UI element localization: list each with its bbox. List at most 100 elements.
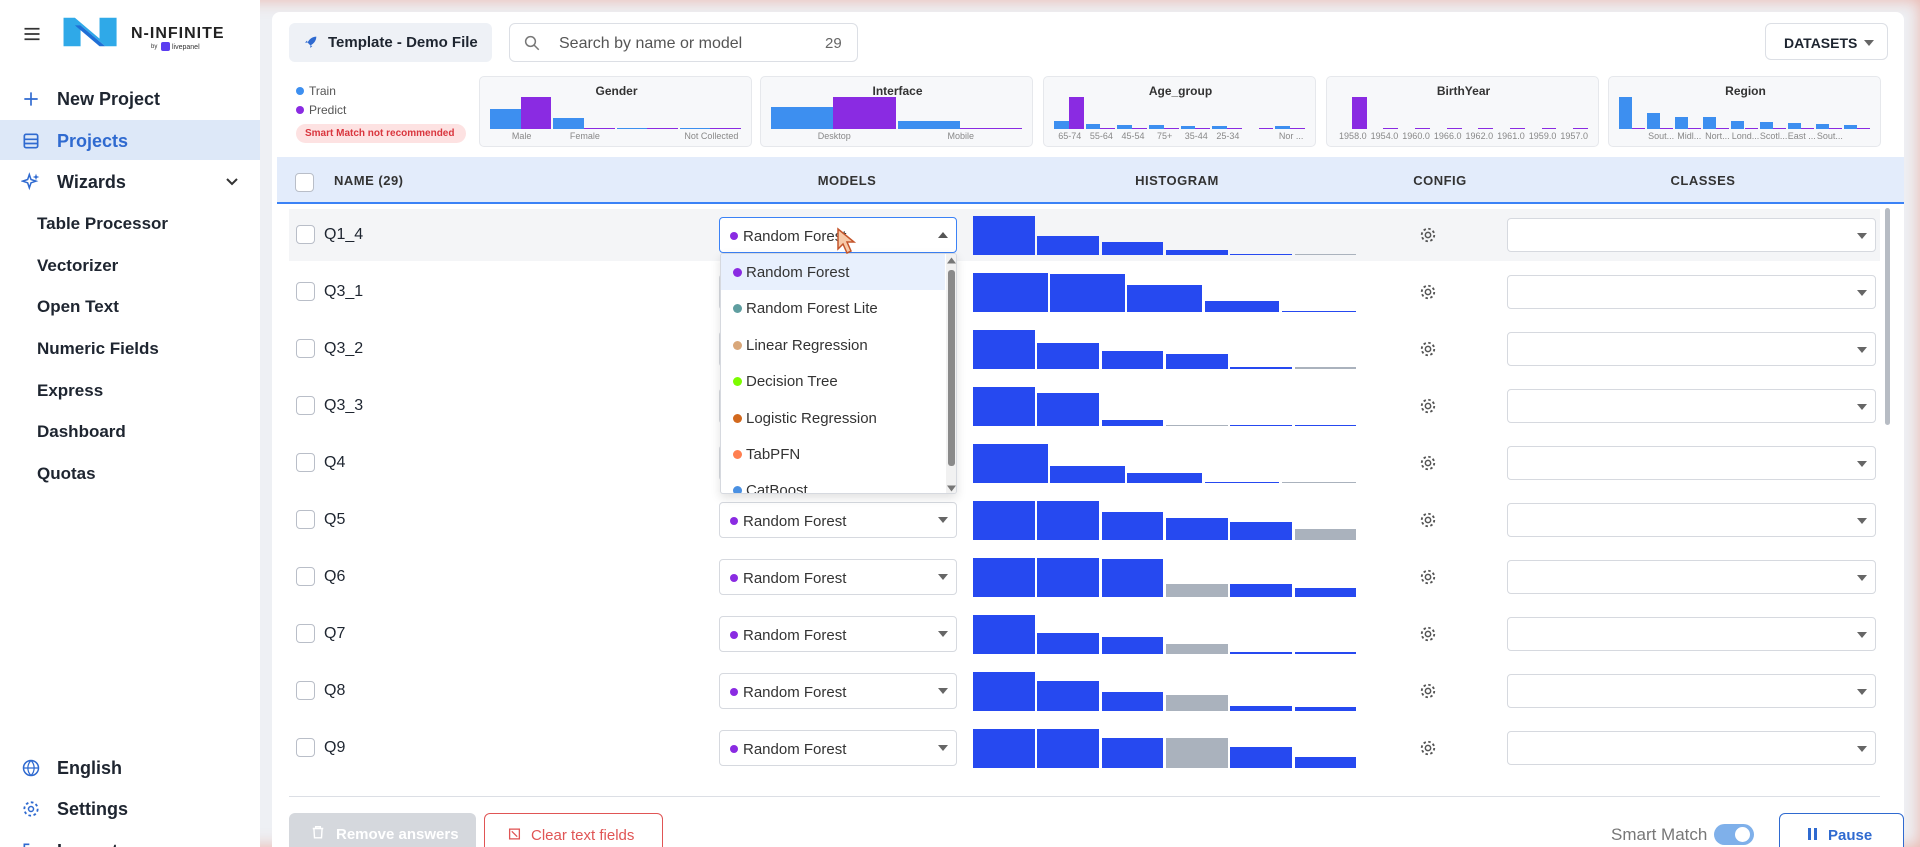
template-label: Template - Demo File bbox=[328, 34, 478, 51]
legend-label: Train bbox=[309, 84, 336, 98]
smart-match-toggle[interactable] bbox=[1714, 824, 1754, 845]
clear-button[interactable]: Clear text fields bbox=[484, 813, 663, 847]
nav-item[interactable]: New Project bbox=[57, 89, 161, 109]
caret bbox=[1864, 40, 1874, 46]
nav-item[interactable]: Settings bbox=[57, 799, 129, 819]
histogram-bar bbox=[1230, 253, 1293, 255]
nav-item[interactable]: Quotas bbox=[37, 464, 96, 483]
nav-item[interactable]: Projects bbox=[57, 131, 129, 151]
option-label: Random Forest Lite bbox=[746, 300, 878, 318]
config-icon bbox=[1420, 341, 1436, 357]
summary-title: BirthYear bbox=[1436, 84, 1491, 98]
nav-item[interactable]: Express bbox=[37, 381, 104, 400]
option-dot bbox=[733, 450, 742, 459]
histogram-bar bbox=[1101, 737, 1164, 768]
histogram-bar bbox=[1050, 274, 1125, 312]
model-select[interactable]: Random Forest bbox=[719, 673, 957, 709]
nav-icon bbox=[22, 759, 40, 777]
summary-bar bbox=[1619, 97, 1633, 129]
remove-button[interactable]: Remove answers bbox=[289, 813, 476, 847]
summary-bar bbox=[1675, 116, 1689, 129]
histogram-bar bbox=[1294, 757, 1357, 768]
nav-item[interactable]: Numeric Fields bbox=[37, 339, 159, 358]
model-dot bbox=[730, 517, 738, 525]
brand-by: by bbox=[151, 44, 158, 50]
checkbox[interactable] bbox=[296, 510, 315, 529]
classes-select[interactable] bbox=[1507, 389, 1876, 423]
histogram-bar bbox=[1166, 354, 1228, 369]
checkbox[interactable] bbox=[296, 282, 315, 301]
nav-active-bg bbox=[0, 120, 260, 160]
summary-bar bbox=[1212, 126, 1227, 129]
nav-item[interactable]: Table Processor bbox=[37, 214, 169, 233]
template-button[interactable]: Template - Demo File bbox=[289, 23, 492, 62]
column-header: CONFIG bbox=[1413, 173, 1467, 188]
dropdown-option[interactable]: CatBoost bbox=[721, 472, 945, 493]
summary-category: Desktop bbox=[817, 131, 851, 141]
summary-category: Not Collected bbox=[684, 131, 739, 141]
dropdown-option[interactable]: TabPFN bbox=[721, 436, 945, 472]
summary-bar bbox=[1744, 128, 1758, 129]
dropdown-option[interactable]: Linear Regression bbox=[721, 327, 945, 363]
classes-select[interactable] bbox=[1507, 218, 1876, 252]
caret bbox=[1857, 632, 1867, 638]
checkbox[interactable] bbox=[296, 453, 315, 472]
classes-select[interactable] bbox=[1507, 560, 1876, 594]
nav-item[interactable]: Wizards bbox=[57, 172, 126, 192]
summary-card: Region Sout... Midl... Nort... Lond... Scotl.… bbox=[1608, 76, 1881, 147]
summary-bar bbox=[1132, 127, 1147, 129]
model-select[interactable]: Random Forest bbox=[719, 616, 957, 652]
classes-select[interactable] bbox=[1507, 275, 1876, 309]
checkbox[interactable] bbox=[296, 339, 315, 358]
checkbox[interactable] bbox=[295, 173, 314, 192]
summary-card: Age_group 65-74 55-64 45-54 75+ 35-44 25-34 Nor… bbox=[1043, 76, 1316, 147]
summary-card: Gender Male Female Not Collected bbox=[479, 76, 752, 147]
histogram-bar bbox=[1037, 235, 1100, 255]
classes-select[interactable] bbox=[1507, 332, 1876, 366]
dropdown-option[interactable]: Decision Tree bbox=[721, 363, 945, 399]
summary-category: Female bbox=[569, 131, 600, 141]
checkbox[interactable] bbox=[296, 738, 315, 757]
nav-item[interactable]: English bbox=[57, 758, 123, 778]
nav-item[interactable]: Dashboard bbox=[37, 422, 126, 441]
histogram-bar bbox=[1230, 747, 1293, 768]
histogram-bar bbox=[1281, 310, 1357, 312]
classes-select[interactable] bbox=[1507, 446, 1876, 480]
dropdown-option[interactable]: Random Forest Lite bbox=[721, 290, 945, 326]
checkbox[interactable] bbox=[296, 567, 315, 586]
summary-category: Lond... bbox=[1731, 131, 1760, 141]
histogram-bar bbox=[1230, 521, 1293, 540]
checkbox[interactable] bbox=[296, 396, 315, 415]
classes-select[interactable] bbox=[1507, 503, 1876, 537]
model-select[interactable]: Random Forest bbox=[719, 502, 957, 538]
summary-bar bbox=[583, 127, 615, 129]
clear-icon bbox=[508, 828, 521, 840]
classes-select[interactable] bbox=[1507, 617, 1876, 651]
histogram-bar bbox=[1050, 465, 1125, 483]
histogram-bar bbox=[1204, 301, 1280, 312]
nav-item[interactable]: Logout bbox=[57, 842, 118, 847]
nav-item[interactable]: Vectorizer bbox=[37, 256, 119, 275]
search-box[interactable]: Search by name or model 29 bbox=[509, 23, 858, 62]
model-select[interactable]: Random Forest bbox=[719, 730, 957, 766]
checkbox[interactable] bbox=[296, 681, 315, 700]
summary-category: Sout... bbox=[1816, 131, 1843, 141]
datasets-button[interactable]: DATASETS bbox=[1765, 23, 1888, 60]
histogram-bar bbox=[973, 672, 1035, 711]
model-select[interactable]: Random Forest bbox=[719, 559, 957, 595]
summary-bar bbox=[1573, 127, 1588, 129]
dropdown-option[interactable]: Random Forest bbox=[721, 254, 945, 290]
checkbox[interactable] bbox=[296, 225, 315, 244]
histogram-bar bbox=[973, 273, 1048, 312]
histogram-bar bbox=[1101, 636, 1164, 654]
dropdown-option[interactable]: Logistic Regression bbox=[721, 400, 945, 436]
pause-button[interactable]: Pause bbox=[1779, 813, 1904, 847]
scroll-down bbox=[947, 485, 956, 492]
nav-item[interactable]: Open Text bbox=[37, 297, 119, 316]
classes-select[interactable] bbox=[1507, 674, 1876, 708]
scroll-up bbox=[947, 257, 956, 264]
classes-select[interactable] bbox=[1507, 731, 1876, 765]
main-panel: Template - Demo File Search by name or mo… bbox=[272, 12, 1904, 847]
checkbox[interactable] bbox=[296, 624, 315, 643]
